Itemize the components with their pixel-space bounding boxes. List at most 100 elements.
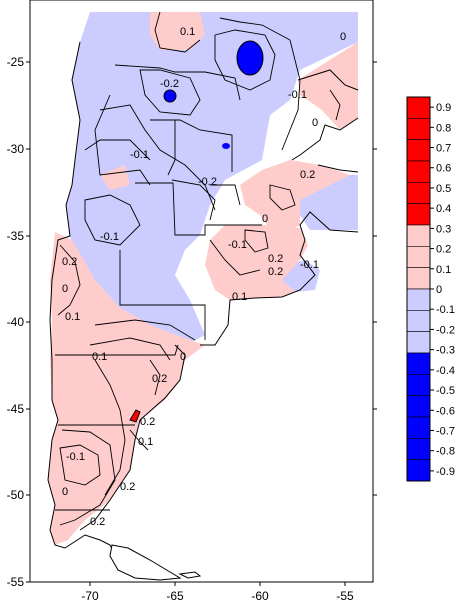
x-tick-label: -55 xyxy=(336,589,354,603)
contour-label: 0.2 xyxy=(152,373,167,385)
legend-swatch xyxy=(406,416,431,439)
contour-label: 0.1 xyxy=(92,351,107,363)
coastline-outline xyxy=(47,41,359,579)
contour-label: -0.1 xyxy=(100,231,119,243)
contour-label: 0.1 xyxy=(232,291,247,303)
y-axis-labels: -25 -30 -35 -40 -45 -50 -55 xyxy=(7,55,25,589)
legend-label: 0.2 xyxy=(436,244,451,256)
y-tick-label: -40 xyxy=(7,315,25,329)
strong-anomaly-blobs xyxy=(129,40,264,423)
legend-swatch xyxy=(406,246,431,268)
blue-blob-tucuman xyxy=(163,89,177,103)
legend-label: -0.9 xyxy=(436,466,455,478)
legend-label: 0.9 xyxy=(436,102,451,114)
contour-label: 0.2 xyxy=(300,169,315,181)
legend-swatch xyxy=(406,374,431,396)
y-tick-label: -35 xyxy=(7,229,25,243)
legend-label: -0.4 xyxy=(436,365,455,377)
contour-label: 0.1 xyxy=(138,436,153,448)
legend-swatch xyxy=(406,139,431,162)
legend-swatch xyxy=(406,224,431,247)
legend-label: 0.7 xyxy=(436,143,451,155)
province-boundaries xyxy=(55,64,262,511)
contour-label: 0.2 xyxy=(90,516,105,528)
legend-label: -0.8 xyxy=(436,446,455,458)
contour-label: -0.1 xyxy=(66,451,85,463)
blue-region-north xyxy=(66,12,358,343)
x-tick-label: -70 xyxy=(81,589,99,603)
legend-swatch xyxy=(406,459,431,482)
legend-swatch xyxy=(406,331,431,354)
contour-label-group: 0 0 0 0.1 -0.1 -0.1 -0.1 -0.2 -0.2 -0.1 … xyxy=(62,26,346,528)
legend-label: 0.6 xyxy=(436,163,451,175)
pink-region-puna xyxy=(150,12,205,50)
red-blob-chubut xyxy=(129,409,141,423)
legend-label: 0.5 xyxy=(436,183,451,195)
tierra-del-fuego xyxy=(109,544,202,581)
legend-swatch xyxy=(406,203,431,226)
contour-label: -0.2 xyxy=(198,176,217,188)
pink-region-cuyo xyxy=(100,165,130,190)
contour-label: 0.2 xyxy=(268,266,283,278)
contour-label: 0 xyxy=(62,486,68,498)
legend-label: 0.1 xyxy=(436,264,451,276)
x-axis-labels: -70 -65 -60 -55 xyxy=(81,589,354,603)
contour-label: 0.1 xyxy=(180,26,195,38)
legend-swatch xyxy=(406,288,431,311)
pink-region-northeast xyxy=(298,42,358,130)
legend-label: -0.1 xyxy=(436,304,455,316)
contour-label: -0.1 xyxy=(228,239,247,251)
blue-blob-formosa xyxy=(236,40,264,76)
legend-label: 0 xyxy=(436,284,442,296)
contour-label: 0.2 xyxy=(62,256,77,268)
legend-label: -0.3 xyxy=(436,345,455,357)
legend-swatch xyxy=(406,310,431,332)
contour-label: 0 xyxy=(262,213,268,225)
contour-label: 0 xyxy=(180,351,186,363)
map-panel: 0 0 0 0.1 -0.1 -0.1 -0.1 -0.2 -0.2 -0.1 … xyxy=(7,0,377,603)
legend-label: 0.8 xyxy=(436,122,451,134)
contour-label: 0.2 xyxy=(120,481,135,493)
legend-label: -0.5 xyxy=(436,385,455,397)
x-tick-label: -65 xyxy=(166,589,184,603)
legend-swatch xyxy=(406,395,431,418)
legend-swatch xyxy=(406,96,431,119)
pink-region-southwest xyxy=(48,232,205,545)
blue-blob-santiago xyxy=(222,143,230,149)
contour-lines xyxy=(57,11,359,526)
legend-label: -0.7 xyxy=(436,425,455,437)
y-tick-label: -50 xyxy=(7,488,25,502)
legend-label: 0.4 xyxy=(436,203,451,215)
legend-label: -0.6 xyxy=(436,405,455,417)
legend-swatch xyxy=(406,438,431,460)
color-legend: 0.9 0.8 0.7 0.6 0.5 0.4 0.3 0.2 0.1 0 -0.1 -0.2 -0.3… xyxy=(406,96,455,482)
legend-swatch xyxy=(406,118,431,140)
legend-swatches xyxy=(406,96,431,482)
contour-label: 0.2 xyxy=(140,416,155,428)
pink-region-pampa xyxy=(205,225,308,300)
contour-label: -0.1 xyxy=(300,259,319,271)
axis-ticks xyxy=(26,61,377,586)
contour-label: -0.2 xyxy=(160,78,179,90)
contour-label: -0.1 xyxy=(130,149,149,161)
legend-labels: 0.9 0.8 0.7 0.6 0.5 0.4 0.3 0.2 0.1 0 -0.1 -0.2 -0.3… xyxy=(430,102,455,478)
legend-swatch xyxy=(406,182,431,204)
x-tick-label: -60 xyxy=(251,589,269,603)
y-tick-label: -30 xyxy=(7,142,25,156)
contour-label: 0.2 xyxy=(268,253,283,265)
contour-label: -0.1 xyxy=(288,89,307,101)
contour-label: 0 xyxy=(312,117,318,129)
contour-label: 0.1 xyxy=(65,311,80,323)
legend-swatch xyxy=(406,267,431,290)
contour-label: 0 xyxy=(62,283,68,295)
legend-label: 0.3 xyxy=(436,223,451,235)
y-tick-label: -25 xyxy=(7,55,25,69)
y-tick-label: -45 xyxy=(7,402,25,416)
pink-region-litoral xyxy=(240,160,350,230)
legend-label: -0.2 xyxy=(436,324,455,336)
positive-anomaly-fill xyxy=(48,12,358,545)
y-tick-label: -55 xyxy=(7,575,25,589)
contour-label: 0 xyxy=(340,31,346,43)
